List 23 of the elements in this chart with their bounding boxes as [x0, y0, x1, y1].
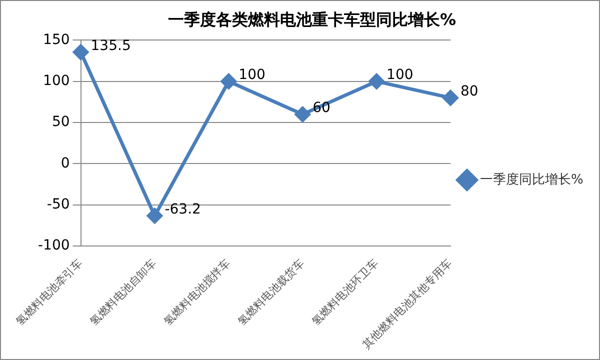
- point: [146, 208, 162, 224]
- x-tick-label: 氢燃料电池搅拌车: [161, 256, 233, 328]
- y-tick-label: 100: [43, 73, 70, 90]
- point: [294, 106, 310, 122]
- data-label: 100: [386, 67, 414, 84]
- x-tick-label: 氢燃料电池载货车: [235, 256, 307, 328]
- y-tick-label: -50: [46, 196, 70, 213]
- y-tick-label: 0: [60, 155, 70, 172]
- y-tick-label: 50: [52, 114, 70, 130]
- data-label: -63.2: [164, 201, 201, 218]
- y-tick-label: -100: [38, 238, 70, 254]
- point: [442, 90, 458, 106]
- chart-title: 一季度各类燃料电池重卡车型同比增长%: [168, 10, 456, 29]
- data-label: 80: [460, 83, 478, 100]
- point: [73, 44, 89, 60]
- point: [220, 74, 236, 90]
- y-tick-label: 150: [43, 32, 70, 48]
- data-label: 100: [238, 67, 266, 84]
- x-tick-label: 氢燃料电池牵引车: [14, 256, 85, 328]
- x-tick-label: 氢燃料电池自卸车: [87, 256, 159, 328]
- legend-label: 一季度同比增长%: [480, 171, 584, 188]
- point: [368, 74, 384, 90]
- data-label: 135.5: [90, 38, 131, 54]
